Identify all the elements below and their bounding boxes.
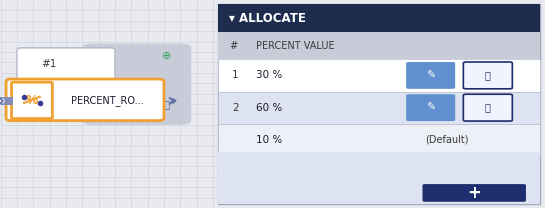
FancyBboxPatch shape — [219, 59, 540, 92]
FancyBboxPatch shape — [219, 92, 540, 124]
Text: #: # — [229, 41, 238, 51]
Text: %: % — [26, 94, 38, 107]
FancyBboxPatch shape — [406, 94, 455, 121]
FancyBboxPatch shape — [219, 4, 540, 204]
Text: 2: 2 — [232, 103, 239, 113]
FancyBboxPatch shape — [422, 184, 526, 202]
Text: (Default): (Default) — [425, 135, 469, 145]
Text: 🗑: 🗑 — [485, 70, 491, 80]
FancyBboxPatch shape — [219, 124, 540, 156]
FancyBboxPatch shape — [219, 4, 540, 32]
Text: #1: #1 — [41, 59, 57, 69]
FancyBboxPatch shape — [463, 94, 512, 121]
FancyBboxPatch shape — [219, 152, 540, 204]
Text: 🗑: 🗑 — [485, 103, 491, 113]
Text: PERCENT_RO...: PERCENT_RO... — [71, 95, 144, 106]
Text: 🗑: 🗑 — [164, 99, 170, 109]
Text: 30 %: 30 % — [257, 70, 283, 80]
Text: ▾ ALLOCATE: ▾ ALLOCATE — [229, 12, 306, 25]
FancyBboxPatch shape — [6, 79, 164, 121]
Text: ✎: ✎ — [426, 103, 435, 113]
Text: +: + — [467, 184, 481, 202]
Text: 1: 1 — [232, 70, 239, 80]
FancyBboxPatch shape — [463, 62, 512, 89]
Text: ›: › — [172, 94, 178, 108]
FancyBboxPatch shape — [17, 48, 115, 81]
Text: PERCENT VALUE: PERCENT VALUE — [257, 41, 335, 51]
Text: ›: › — [1, 94, 6, 108]
FancyBboxPatch shape — [11, 82, 52, 119]
FancyBboxPatch shape — [82, 44, 191, 125]
FancyBboxPatch shape — [1, 97, 13, 105]
FancyBboxPatch shape — [219, 32, 540, 59]
Text: ✎: ✎ — [426, 70, 435, 80]
Text: ⊕: ⊕ — [162, 51, 171, 61]
Text: 10 %: 10 % — [257, 135, 283, 145]
FancyBboxPatch shape — [406, 62, 455, 89]
Text: 60 %: 60 % — [257, 103, 283, 113]
